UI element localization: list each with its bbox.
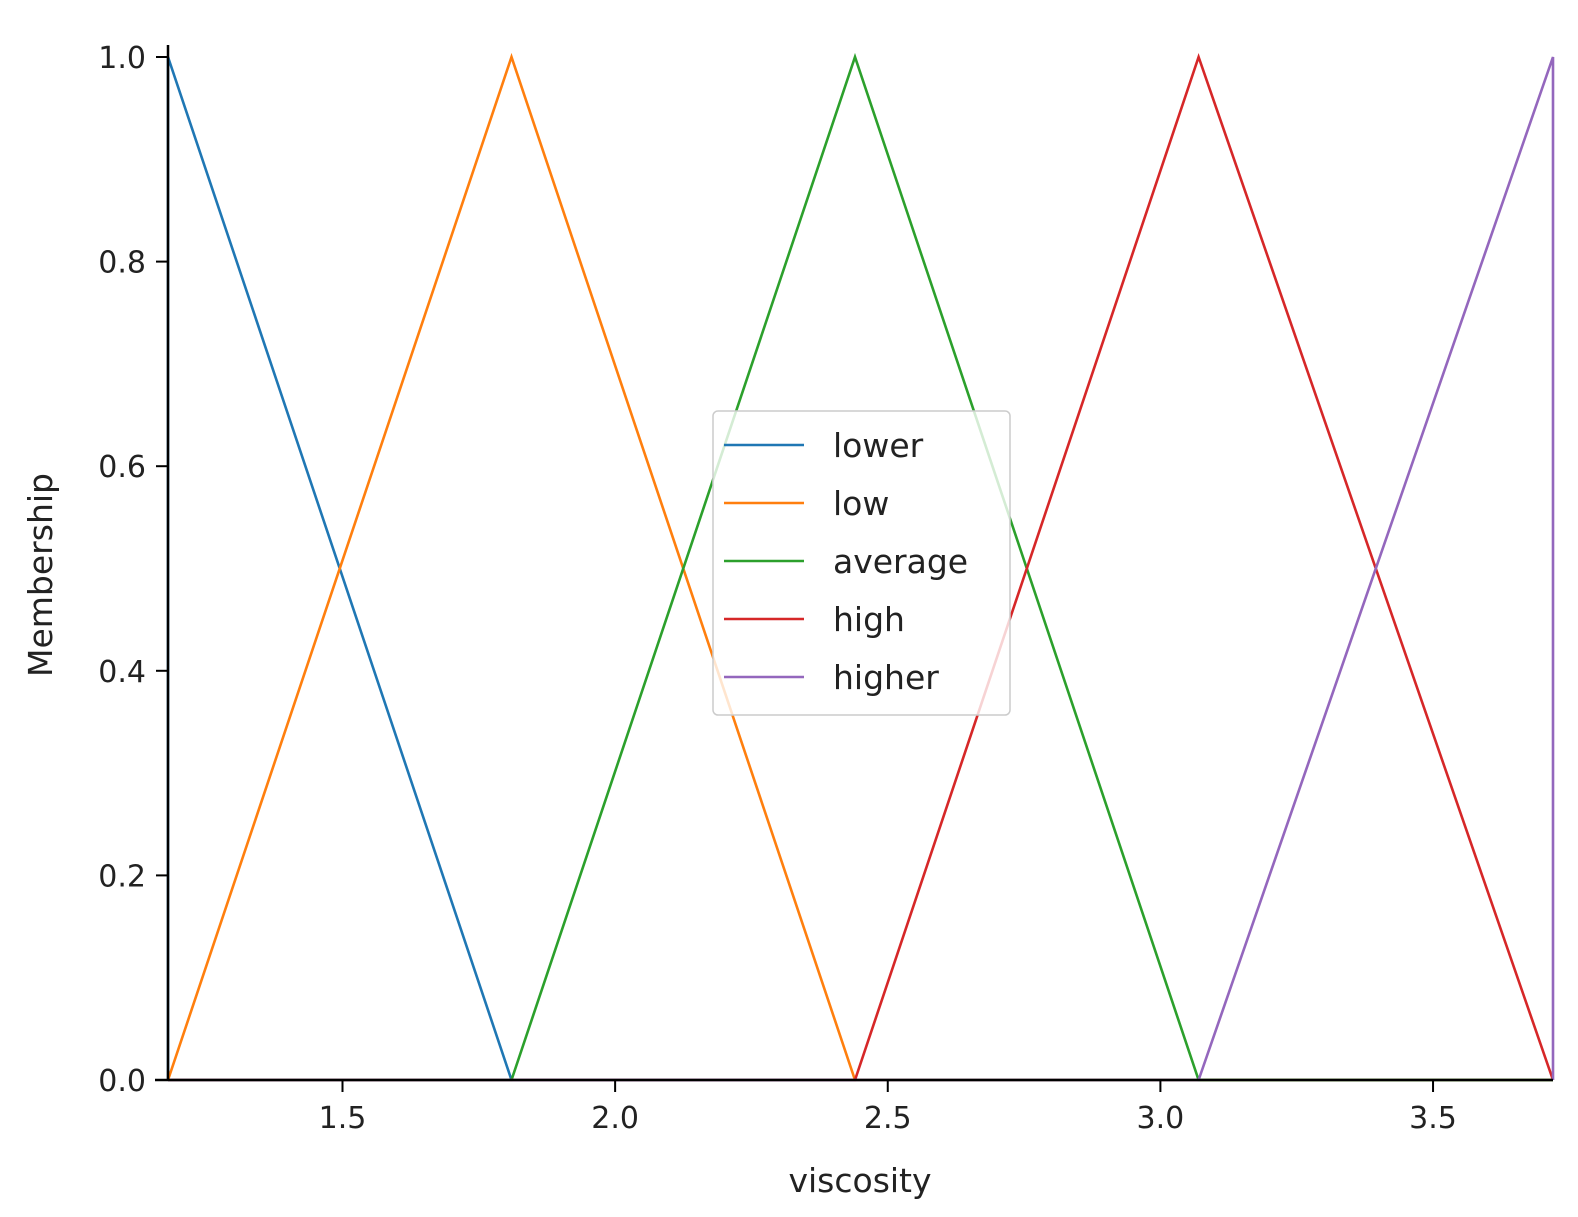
legend-label-average: average [833,542,968,581]
x-tick-label: 3.5 [1409,1101,1457,1136]
legend-label-lower: lower [833,426,924,465]
x-tick-label: 2.5 [864,1101,912,1136]
y-tick-label: 0.4 [98,655,146,690]
y-tick-label: 0.8 [98,246,146,281]
y-axis-label: Membership [21,473,60,677]
x-axis-label: viscosity [788,1161,931,1200]
legend: lower low average high higher [712,410,1011,716]
y-tick-label: 0.6 [98,450,146,485]
x-tick-label: 3.0 [1137,1101,1185,1136]
legend-label-higher: higher [833,658,939,697]
y-ticks: 0.0 0.2 0.4 0.6 0.8 1.0 [98,41,168,1099]
x-tick-label: 2.0 [591,1101,639,1136]
x-ticks: 1.5 2.0 2.5 3.0 3.5 [319,1080,1457,1136]
x-tick-label: 1.5 [319,1101,367,1136]
legend-frame [712,410,1011,716]
axes-layer [155,45,1553,1082]
legend-label-high: high [833,600,905,639]
y-tick-label: 0.0 [98,1064,146,1099]
y-tick-label: 1.0 [98,41,146,76]
y-tick-label: 0.2 [98,859,146,894]
legend-label-low: low [833,484,889,523]
